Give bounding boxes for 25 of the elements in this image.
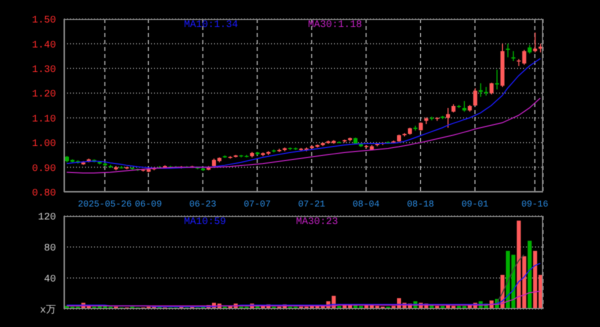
y-tick-label: 120 — [38, 212, 56, 224]
text: MA30:1.18 — [308, 20, 362, 31]
y-tick-label: 1.00 — [32, 139, 56, 150]
x-tick-label: 07-07 — [244, 199, 271, 210]
y-tick-label: 1.10 — [32, 114, 56, 126]
text: MA30:23 — [296, 217, 338, 228]
x-tick-label: 07-21 — [298, 199, 326, 210]
y-tick-label: 1.50 — [32, 16, 56, 27]
x-tick-label: 08-18 — [407, 199, 434, 210]
x-tick-label: 09-16 — [521, 199, 548, 210]
y-tick-label: 80 — [44, 244, 56, 255]
x-tick-label: 06-23 — [189, 199, 216, 210]
y-tick-label: x万 — [40, 304, 56, 317]
y-tick-label: 0.90 — [32, 164, 56, 175]
y-tick-label: 1.40 — [32, 40, 56, 52]
y-tick-label: 1.20 — [32, 90, 56, 101]
text: MA10:1.34 — [184, 20, 238, 31]
x-tick-label: 2025-05-26 — [78, 199, 132, 210]
y-tick-label: 1.30 — [32, 64, 56, 76]
x-tick-label: 06-09 — [134, 199, 162, 210]
y-tick-label: 0.80 — [32, 188, 56, 200]
text: MA10:59 — [184, 217, 226, 228]
x-tick-label: 08-04 — [352, 199, 380, 210]
x-tick-label: 09-01 — [461, 199, 488, 210]
y-tick-label: 40 — [44, 274, 56, 286]
